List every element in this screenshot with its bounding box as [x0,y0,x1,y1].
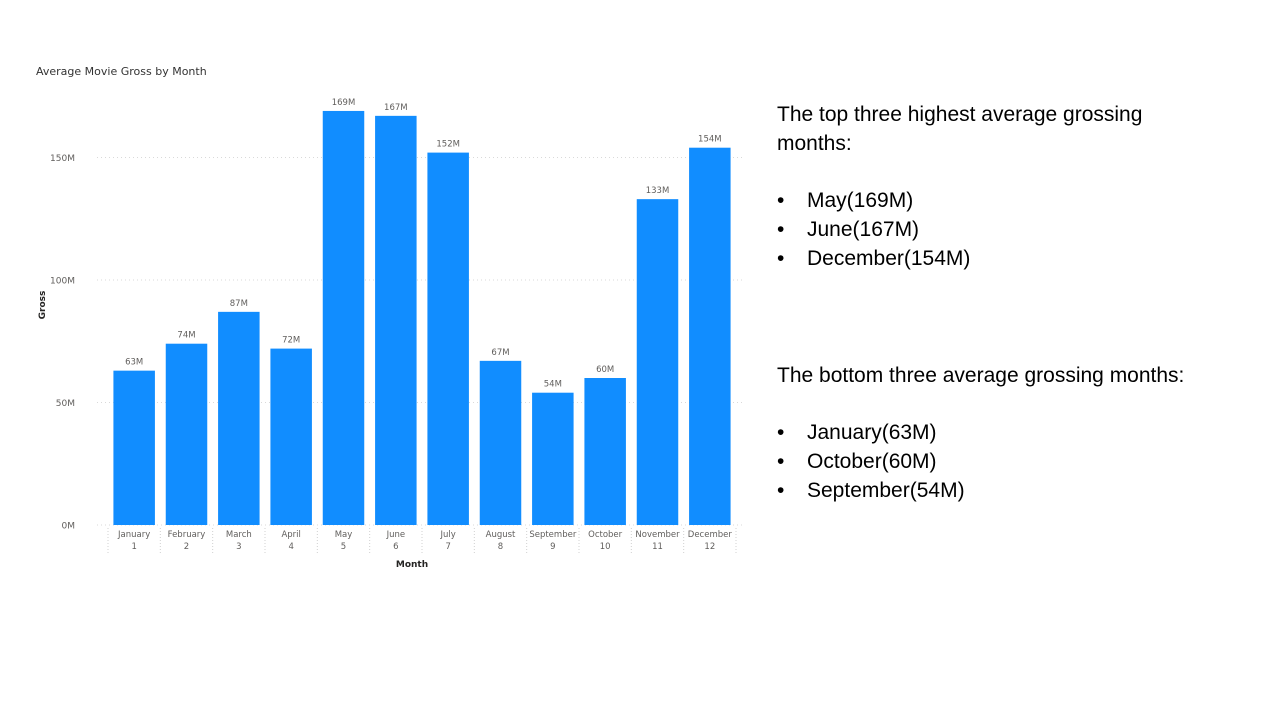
data-label: 72M [282,336,300,346]
top-months-heading: The top three highest average grossing m… [777,103,1143,155]
list-item-text: June(167M) [807,218,920,241]
x-tick-label: October [588,530,623,540]
top-months-notes: The top three highest average grossing m… [777,100,1217,273]
x-tick-sublabel: 10 [600,542,611,552]
list-item: • October(60M) [777,447,1217,476]
bar [427,152,469,525]
data-label: 74M [177,331,195,341]
bar [270,348,312,525]
bar [165,343,208,525]
bottom-months-heading: The bottom three average grossing months… [777,364,1185,387]
x-tick-sublabel: 4 [288,542,293,552]
list-item: • June(167M) [777,215,1217,244]
bullet-icon: • [777,218,785,241]
x-tick-sublabel: 9 [550,542,555,552]
x-axis-label: Month [396,560,428,570]
data-label: 63M [125,358,143,368]
x-tick-label: July [440,530,456,540]
bullet-icon: • [777,479,785,502]
bar-chart: 0M 50M 100M 150M Gross 63M January 1 74M February… [38,98,745,570]
data-label: 169M [332,98,356,108]
list-item-text: May(169M) [807,189,914,212]
x-tick-label: August [486,530,516,540]
list-item: • January(63M) [777,418,1217,447]
bar [636,199,679,525]
x-tick-sublabel: 7 [445,542,450,552]
list-item-text: December(154M) [807,247,971,270]
x-tick-sublabel: 8 [498,542,503,552]
data-label: 87M [230,299,248,309]
bar [375,115,417,525]
bullet-icon: • [777,450,785,473]
bar [479,360,522,525]
x-tick-label: March [226,530,252,540]
y-tick-label: 100M [50,277,75,287]
y-tick-label: 0M [62,522,76,532]
x-tick-sublabel: 1 [131,542,136,552]
top-months-list: • May(169M) • June(167M) • December(154M) [777,186,1217,273]
list-item-text: October(60M) [807,450,937,473]
y-tick-label: 150M [50,154,75,164]
bottom-months-list: • January(63M) • October(60M) • September(5… [777,418,1217,505]
x-tick-sublabel: 2 [184,542,189,552]
x-tick-label: November [635,530,680,540]
data-label: 154M [698,135,722,145]
bullet-icon: • [777,247,785,270]
y-axis-label: Gross [38,291,48,320]
bar [322,110,365,525]
bullet-icon: • [777,421,785,444]
x-tick-sublabel: 12 [704,542,715,552]
list-item: • May(169M) [777,186,1217,215]
list-item: • September(54M) [777,476,1217,505]
data-label: 167M [384,103,408,113]
data-label: 60M [596,365,614,375]
x-tick-label: January [117,530,150,540]
x-tick-label: June [386,530,406,540]
list-item-text: January(63M) [807,421,937,444]
list-item-text: September(54M) [807,479,965,502]
bar [218,311,260,525]
y-tick-label: 50M [56,399,75,409]
x-tick-label: February [168,530,206,540]
x-tick-label: December [688,530,733,540]
list-item: • December(154M) [777,244,1217,273]
x-tick-sublabel: 11 [652,542,663,552]
bar [532,392,574,525]
bar [113,370,155,525]
bar [689,147,731,525]
data-label: 152M [436,140,460,150]
data-label: 67M [491,348,509,358]
x-tick-sublabel: 5 [341,542,346,552]
x-tick-label: September [529,530,576,540]
data-label: 133M [646,186,670,196]
x-tick-label: May [335,530,353,540]
x-tick-sublabel: 3 [236,542,241,552]
x-tick-sublabel: 6 [393,542,398,552]
bottom-months-notes: The bottom three average grossing months… [777,361,1217,505]
x-tick-label: April [281,530,300,540]
bullet-icon: • [777,189,785,212]
bar [584,378,626,525]
chart-title: Average Movie Gross by Month [36,65,207,78]
data-label: 54M [544,380,562,390]
